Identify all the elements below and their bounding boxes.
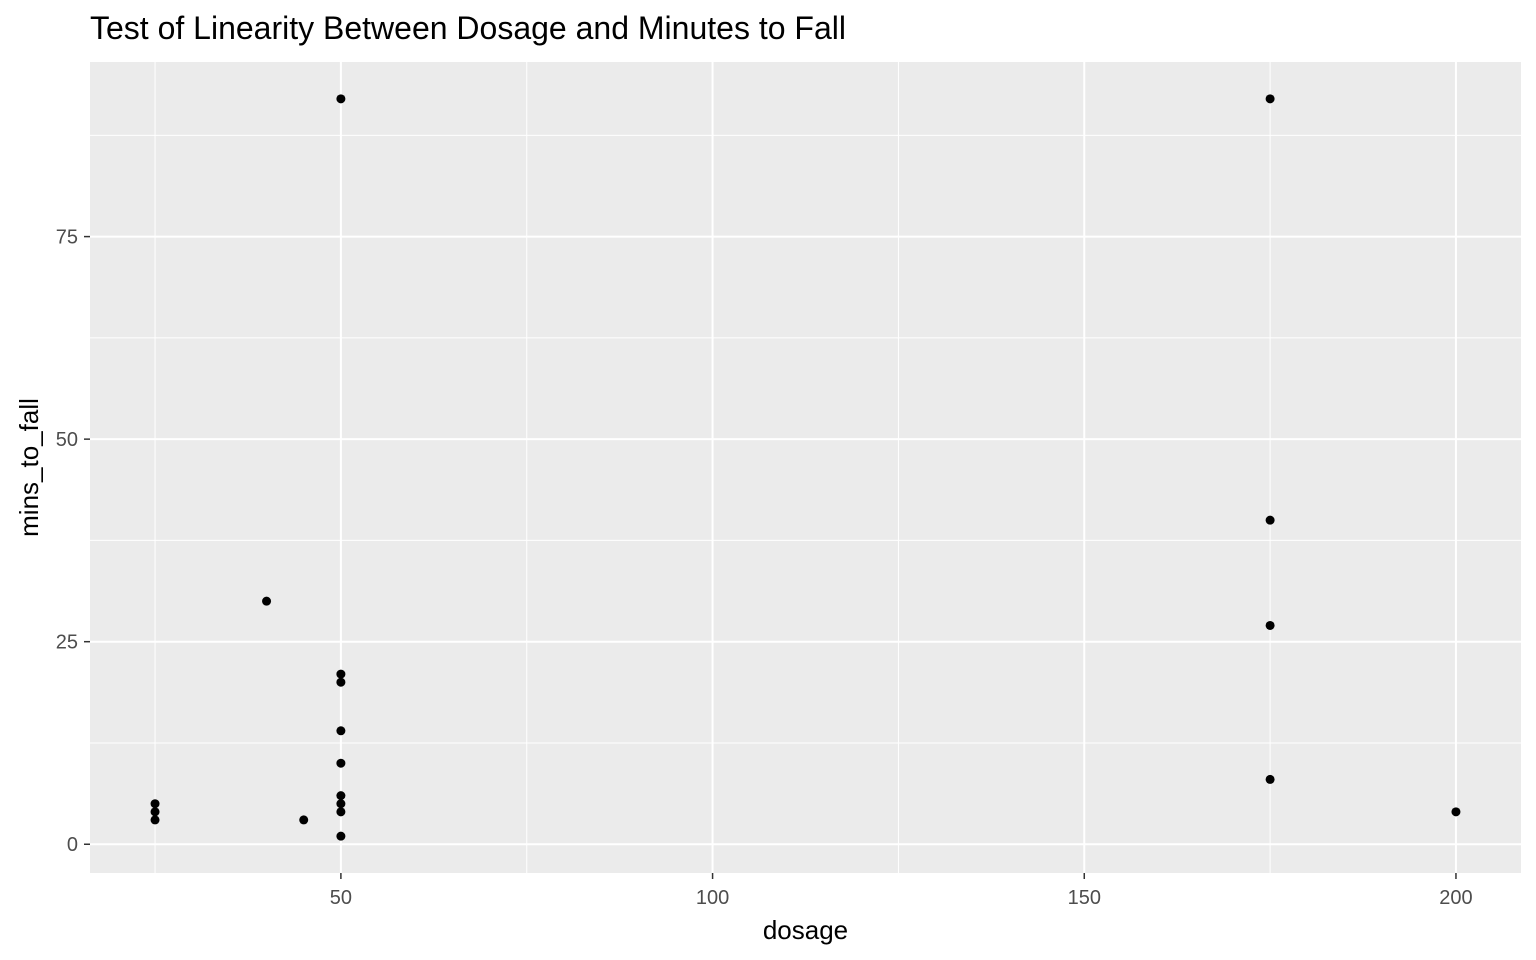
data-point <box>1265 774 1275 784</box>
x-axis-title: dosage <box>763 915 848 945</box>
x-tick-label: 200 <box>1439 887 1472 909</box>
y-tick-label: 50 <box>56 429 78 451</box>
minor-gridlines <box>90 62 1521 873</box>
major-gridlines <box>90 62 1521 873</box>
data-point <box>1451 807 1461 817</box>
x-tick-label: 50 <box>330 887 352 909</box>
plot-panel <box>90 62 1521 873</box>
data-point <box>336 831 346 841</box>
data-point <box>336 726 346 736</box>
data-point <box>336 791 346 801</box>
y-axis: 0 25 50 75 <box>56 227 90 856</box>
x-tick-label: 150 <box>1068 887 1101 909</box>
data-point <box>336 807 346 817</box>
data-point <box>1265 620 1275 630</box>
data-point <box>150 807 160 817</box>
data-point <box>336 799 346 809</box>
data-point <box>150 815 160 825</box>
data-point <box>336 677 346 687</box>
y-tick-label: 25 <box>56 632 78 654</box>
y-tick-label: 75 <box>56 227 78 249</box>
data-point <box>1265 94 1275 104</box>
y-tick-label: 0 <box>67 834 78 856</box>
data-points <box>150 94 1461 841</box>
chart-title: Test of Linearity Between Dosage and Min… <box>90 10 846 46</box>
x-axis: 50 100 150 200 <box>330 873 1473 909</box>
y-axis-title: mins_to_fall <box>14 398 44 537</box>
data-point <box>336 758 346 768</box>
data-point <box>336 94 346 104</box>
data-point <box>262 596 272 606</box>
data-point <box>150 799 160 809</box>
data-point <box>299 815 309 825</box>
data-point <box>336 669 346 679</box>
data-point <box>1265 515 1275 525</box>
x-tick-label: 100 <box>696 887 729 909</box>
